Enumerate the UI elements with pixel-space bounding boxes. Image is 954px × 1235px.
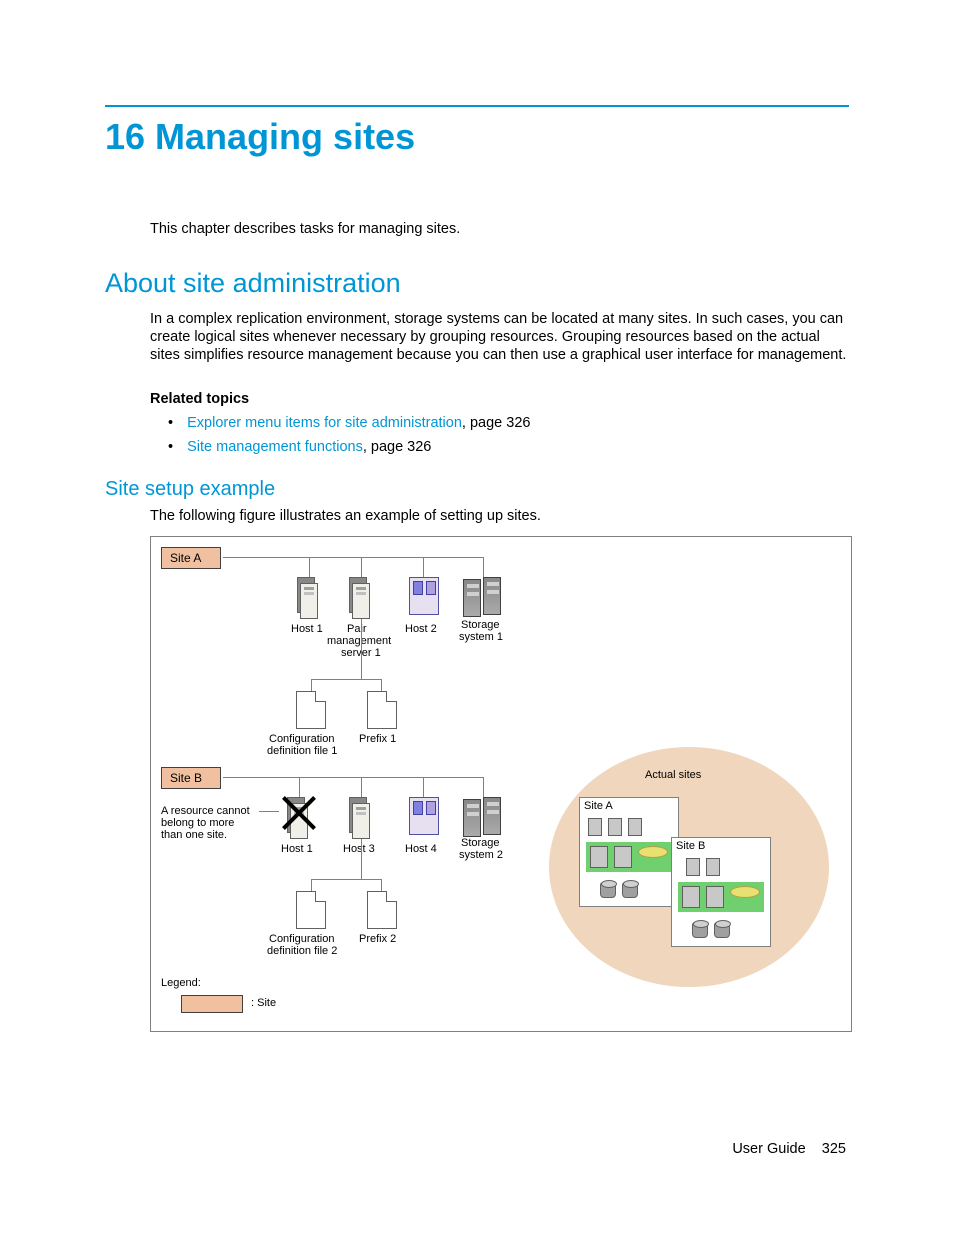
connector-line: [483, 777, 484, 797]
host1-label: Host 1: [291, 623, 323, 635]
about-body-text: In a complex replication environment, st…: [150, 310, 850, 364]
connector-line: [361, 777, 362, 797]
connector-line: [423, 777, 424, 797]
connector-line: [309, 557, 310, 577]
prefix-file-icon: [367, 691, 397, 729]
subsection-heading-example: Site setup example: [105, 478, 275, 501]
related-topic-item: • Site management functions, page 326: [168, 439, 530, 455]
host-icon: [297, 577, 321, 619]
page: 16 Managing sites This chapter describes…: [0, 0, 954, 1235]
connector-line: [311, 879, 312, 891]
page-footer: User Guide 325: [732, 1141, 846, 1157]
note-line1: A resource cannot: [161, 805, 250, 817]
connector-line: [223, 557, 483, 558]
related-topics-heading: Related topics: [150, 391, 249, 407]
connector-line: [311, 879, 381, 880]
prefix-file-icon: [367, 891, 397, 929]
mini-site-b-label: Site B: [676, 840, 705, 852]
storage2-label-l1: Storage: [461, 837, 500, 849]
storage-icon: [463, 797, 503, 837]
host1b-label: Host 1: [281, 843, 313, 855]
cross-icon: [281, 795, 317, 831]
connector-line: [311, 679, 312, 691]
connector-line: [361, 839, 362, 879]
cfgdef1-label-l2: definition file 1: [267, 745, 337, 757]
callout-line: [259, 811, 279, 812]
connector-line: [381, 679, 382, 691]
pair-mgmt-server-icon: [349, 577, 373, 619]
config-file-icon: [296, 891, 326, 929]
connector-line: [361, 557, 362, 577]
footer-doc-title: User Guide: [732, 1141, 805, 1157]
footer-page-number: 325: [822, 1141, 846, 1157]
cfgdef2-label-l2: definition file 2: [267, 945, 337, 957]
cfgdef2-label-l1: Configuration: [269, 933, 334, 945]
mini-site-a: Site A: [579, 797, 679, 907]
site-a-box: Site A: [161, 547, 221, 569]
legend-label: Legend:: [161, 977, 201, 989]
cfgdef1-label-l1: Configuration: [269, 733, 334, 745]
actual-sites-label: Actual sites: [645, 769, 701, 781]
section-heading-about: About site administration: [105, 268, 401, 299]
prefix1-label: Prefix 1: [359, 733, 396, 745]
note-line3: than one site.: [161, 829, 227, 841]
bullet-icon: •: [168, 415, 173, 431]
related-page-ref: , page 326: [363, 439, 432, 455]
connector-line: [423, 557, 424, 577]
related-page-ref: , page 326: [462, 415, 531, 431]
connector-line: [223, 777, 483, 778]
storage1-label-l1: Storage: [461, 619, 500, 631]
host4-label: Host 4: [405, 843, 437, 855]
pms-label-l1: Pair: [347, 623, 367, 635]
host2-label: Host 2: [405, 623, 437, 635]
storage1-label-l2: system 1: [459, 631, 503, 643]
related-link[interactable]: Site management functions: [187, 439, 363, 455]
host2-app-icon: [409, 577, 439, 615]
storage-icon: [463, 577, 503, 617]
config-file-icon: [296, 691, 326, 729]
connector-line: [483, 557, 484, 577]
connector-line: [299, 777, 300, 797]
prefix2-label: Prefix 2: [359, 933, 396, 945]
bullet-icon: •: [168, 439, 173, 455]
mini-site-a-label: Site A: [584, 800, 613, 812]
chapter-intro: This chapter describes tasks for managin…: [150, 221, 460, 237]
related-link[interactable]: Explorer menu items for site administrat…: [187, 415, 462, 431]
connector-line: [381, 879, 382, 891]
related-topics-list: • Explorer menu items for site administr…: [168, 415, 530, 463]
connector-line: [311, 679, 381, 680]
host3-label: Host 3: [343, 843, 375, 855]
note-line2: belong to more: [161, 817, 234, 829]
host4-app-icon: [409, 797, 439, 835]
host-icon: [349, 797, 373, 839]
legend-site-swatch: [181, 995, 243, 1013]
example-body-text: The following figure illustrates an exam…: [150, 508, 541, 524]
mini-site-b: Site B: [671, 837, 771, 947]
pms-label-l2: management: [327, 635, 391, 647]
legend-site-text: : Site: [251, 997, 276, 1009]
connector-line: [361, 619, 362, 679]
site-b-box: Site B: [161, 767, 221, 789]
header-rule: [105, 105, 849, 107]
site-setup-diagram: Site A Host 1 Pair management server 1 H…: [150, 536, 852, 1032]
storage2-label-l2: system 2: [459, 849, 503, 861]
related-topic-item: • Explorer menu items for site administr…: [168, 415, 530, 431]
chapter-title: 16 Managing sites: [105, 116, 415, 158]
